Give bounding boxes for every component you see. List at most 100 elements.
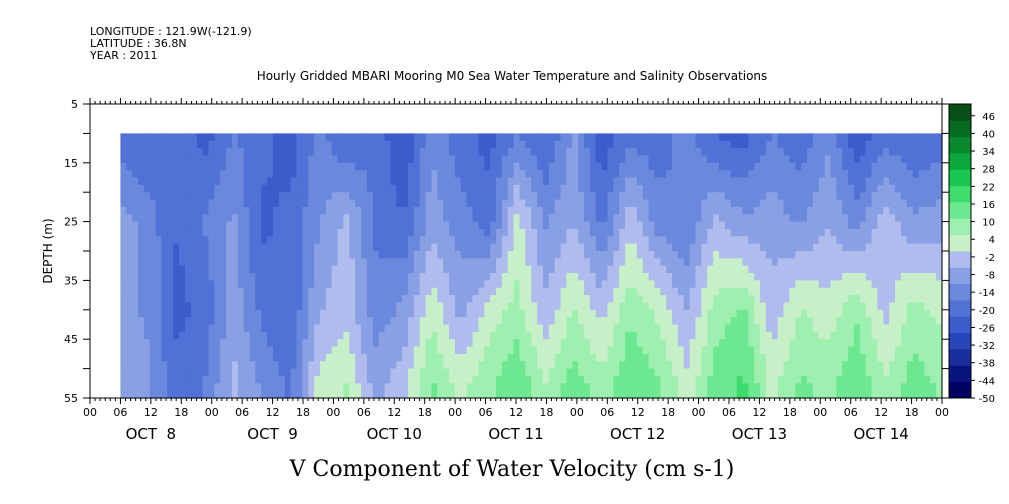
heatmap-cell — [513, 368, 521, 377]
heatmap-cell — [783, 295, 791, 304]
heatmap-cell — [261, 339, 268, 348]
heatmap-cell — [619, 390, 626, 399]
heatmap-cell — [396, 221, 403, 230]
heatmap-cell — [525, 184, 532, 193]
heatmap-cell — [173, 317, 180, 326]
heatmap-cell — [355, 228, 362, 237]
heatmap-cell — [689, 339, 697, 348]
heatmap-cell — [642, 309, 650, 318]
heatmap-cell — [407, 177, 415, 186]
heatmap-cell — [654, 148, 661, 157]
heatmap-cell — [601, 361, 609, 370]
heatmap-cell — [642, 206, 650, 215]
heatmap-cell — [337, 170, 345, 179]
heatmap-cell — [372, 133, 380, 142]
heatmap-cell — [366, 199, 374, 208]
heatmap-cell — [231, 375, 239, 384]
heatmap-cell — [871, 331, 879, 340]
heatmap-cell — [202, 375, 210, 384]
heatmap-cell — [525, 287, 532, 296]
heatmap-cell — [454, 368, 462, 377]
heatmap-cell — [578, 206, 585, 215]
heatmap-cell — [155, 177, 163, 186]
heatmap-cell — [449, 302, 456, 311]
heatmap-cell — [566, 258, 573, 267]
heatmap-cell — [419, 251, 427, 259]
heatmap-cell — [208, 280, 215, 289]
heatmap-cell — [155, 243, 163, 252]
heatmap-cell — [906, 280, 914, 289]
heatmap-cell — [402, 273, 409, 281]
heatmap-cell — [466, 295, 474, 304]
heatmap-cell — [525, 280, 532, 289]
heatmap-cell — [912, 236, 920, 245]
heatmap-cell — [830, 309, 837, 318]
heatmap-cell — [507, 148, 515, 157]
heatmap-cell — [196, 184, 204, 193]
heatmap-cell — [284, 192, 292, 201]
heatmap-cell — [560, 280, 568, 289]
heatmap-cell — [537, 339, 544, 348]
heatmap-cell — [859, 317, 867, 326]
heatmap-cell — [677, 148, 685, 157]
heatmap-cell — [842, 258, 849, 267]
heatmap-cell — [648, 170, 656, 179]
heatmap-cell — [742, 324, 749, 333]
heatmap-cell — [930, 273, 937, 281]
heatmap-cell — [713, 317, 720, 326]
heatmap-cell — [859, 251, 867, 259]
heatmap-cell — [848, 390, 855, 399]
heatmap-cell — [267, 295, 274, 304]
heatmap-cell — [719, 162, 726, 171]
heatmap-cell — [431, 206, 438, 215]
heatmap-cell — [261, 221, 268, 230]
heatmap-cell — [290, 251, 298, 259]
heatmap-cell — [490, 324, 497, 333]
heatmap-cell — [660, 361, 667, 370]
heatmap-cell — [719, 309, 726, 318]
heatmap-cell — [636, 280, 644, 289]
heatmap-cell — [842, 346, 849, 355]
heatmap-cell — [372, 251, 380, 259]
heatmap-cell — [877, 317, 884, 326]
heatmap-cell — [889, 184, 896, 193]
heatmap-cell — [202, 258, 210, 267]
heatmap-cell — [918, 287, 925, 296]
heatmap-cell — [560, 177, 568, 186]
heatmap-cell — [419, 353, 427, 362]
heatmap-cell — [677, 280, 685, 289]
heatmap-cell — [466, 258, 474, 267]
heatmap-cell — [642, 339, 650, 348]
heatmap-cell — [760, 214, 767, 223]
heatmap-cell — [537, 280, 544, 289]
heatmap-cell — [742, 243, 749, 252]
heatmap-cell — [190, 302, 198, 311]
heatmap-cell — [601, 324, 609, 333]
heatmap-cell — [777, 280, 785, 289]
heatmap-cell — [895, 317, 902, 326]
heatmap-cell — [413, 221, 421, 230]
heatmap-cell — [337, 331, 345, 340]
heatmap-cell — [906, 162, 914, 171]
heatmap-cell — [261, 155, 268, 164]
heatmap-cell — [366, 236, 374, 245]
heatmap-cell — [202, 295, 210, 304]
heatmap-cell — [496, 375, 503, 384]
heatmap-cell — [848, 353, 855, 362]
heatmap-cell — [853, 236, 861, 245]
heatmap-cell — [261, 214, 268, 223]
heatmap-cell — [407, 273, 415, 281]
heatmap-cell — [848, 331, 855, 340]
heatmap-cell — [900, 324, 908, 333]
heatmap-cell — [396, 184, 403, 193]
heatmap-cell — [496, 184, 503, 193]
heatmap-cell — [149, 280, 157, 289]
heatmap-cell — [871, 287, 879, 296]
heatmap-cell — [818, 192, 826, 201]
heatmap-cell — [149, 273, 157, 281]
heatmap-cell — [149, 170, 157, 179]
heatmap-cell — [619, 162, 626, 171]
heatmap-cell — [325, 170, 333, 179]
heatmap-cell — [331, 184, 339, 193]
heatmap-cell — [648, 140, 656, 149]
